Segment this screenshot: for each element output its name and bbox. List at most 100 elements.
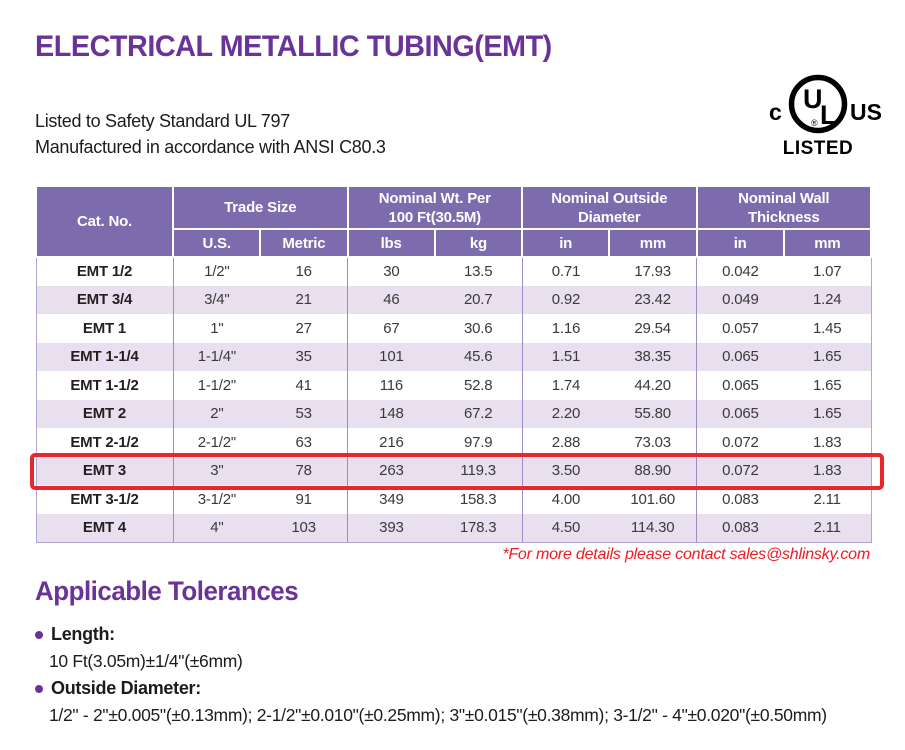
tolerance-length-label: Length: [51,624,115,644]
data-cell: 0.065 [696,399,784,428]
header-nominal-weight: Nominal Wt. Per 100 Ft(30.5M) [346,185,524,230]
tolerance-length-label-row: Length: [35,621,885,648]
svg-text:LISTED: LISTED [783,138,854,159]
table-body: EMT 1/2 1/2" 16 30 13.5 0.71 17.93 0.042 1.07 EMT… [35,257,872,543]
standard-line-ansi: Manufactured in accordance with ANSI C80… [35,137,386,157]
data-cell: 2.11 [783,485,872,514]
table-row: EMT 1/2 1/2" 16 30 13.5 0.71 17.93 0.042 1.07 [35,257,872,286]
data-cell: 20.7 [434,285,523,314]
data-cell: 0.71 [521,257,610,286]
table-header: Cat. No. Trade Size Nominal Wt. Per 100 … [35,185,873,258]
subheader-us: U.S. [171,228,262,258]
table-row: EMT 2 2" 53 148 67.2 2.20 55.80 0.065 1.65 [35,399,872,428]
tolerance-od-value: 1/2" - 2"±0.005"(±0.13mm); 2-1/2"±0.010"… [49,705,827,725]
data-cell: 45.6 [434,342,523,371]
subheader-wall-mm: mm [782,228,873,258]
data-cell: 97.9 [463,433,493,451]
data-cell: 73.03 [634,433,671,451]
subheader-od-mm: mm [608,228,698,258]
data-cell: 1.65 [783,371,872,400]
data-cell: 41 [295,376,312,394]
data-cell: 2.20 [521,399,610,428]
standard-line-ul: Listed to Safety Standard UL 797 [35,111,290,131]
data-cell: 46 [347,285,435,314]
data-cell: 4" [172,513,261,543]
tolerance-length-value: 10 Ft(3.05m)±1/4"(±6mm) [49,651,243,671]
data-cell: 103 [260,513,348,543]
data-cell: 3" [172,456,261,485]
cat-no-cell: EMT 3 [35,456,173,485]
data-cell: 0.065 [696,371,784,400]
data-cell: 38.35 [609,342,697,371]
data-cell: 216 [347,428,435,457]
data-cell: 119.3 [434,456,523,485]
data-cell: 0.057 [696,314,784,343]
data-cell: 0.083 [696,485,784,514]
cat-no-cell: EMT 4 [35,513,173,543]
data-cell: 3.50 [521,456,610,485]
data-cell: 27 [295,319,312,337]
data-cell: 4.50 [521,513,610,543]
subheader-lbs: lbs [346,228,436,258]
data-cell: 101.60 [630,490,675,508]
data-cell: 101 [347,342,435,371]
tolerance-od-label-row: Outside Diameter: [35,675,885,702]
svg-text:US: US [850,99,882,125]
data-cell: 1" [172,314,261,343]
table-row: EMT 2-1/2 2-1/2" 63 216 97.9 2.88 73.03 0.072 1.… [35,428,872,457]
data-cell: 263 [347,456,435,485]
svg-text:c: c [769,99,782,125]
data-cell: 1/2" [172,257,261,286]
tolerance-od-label: Outside Diameter: [51,678,201,698]
data-cell: 67 [347,314,435,343]
data-cell: 2" [172,399,261,428]
data-cell: 30.6 [463,319,493,337]
data-cell: 158.3 [459,490,497,508]
standards-text: Listed to Safety Standard UL 797 Manufac… [35,108,386,160]
bullet-icon [35,630,43,639]
tolerances-list: Length: 10 Ft(3.05m)±1/4"(±6mm) Outside … [35,621,885,729]
data-cell: 53 [260,399,348,428]
data-cell: 16 [295,263,312,281]
svg-text:L: L [820,100,837,130]
cat-no-cell: EMT 1-1/4 [35,342,173,371]
svg-text:U: U [803,84,823,114]
table-row: EMT 3/4 3/4" 21 46 20.7 0.92 23.42 0.049 1.24 [35,285,872,314]
cat-no-cell: EMT 2-1/2 [35,428,173,457]
data-cell: 44.20 [634,376,671,394]
cat-no-cell: EMT 2 [35,399,173,428]
contact-note: *For more details please contact sales@s… [502,546,870,563]
data-cell: 52.8 [463,376,493,394]
data-cell: 17.93 [634,263,671,281]
data-cell: 23.42 [609,285,697,314]
data-cell: 88.90 [609,456,697,485]
table-row: EMT 3 3" 78 263 119.3 3.50 88.90 0.072 1.83 [35,456,872,485]
bullet-icon [35,684,43,693]
data-cell: 1.07 [783,257,872,286]
table-row: EMT 1-1/4 1-1/4" 35 101 45.6 1.51 38.35 0.065 1.… [35,342,872,371]
tolerances-heading: Applicable Tolerances [35,576,299,606]
data-cell: 1-1/2" [172,371,261,400]
data-cell: 55.80 [609,399,697,428]
table-row: EMT 1-1/2 1-1/2" 41 116 52.8 1.74 44.20 0.065 1.… [35,371,872,400]
data-cell: 1.65 [783,399,872,428]
header-cat-no: Cat. No. [35,185,174,258]
table-row: EMT 1 1" 27 67 30.6 1.16 29.54 0.057 1.45 [35,314,872,343]
data-cell: 1.45 [783,314,872,343]
emt-spec-table: Cat. No. Trade Size Nominal Wt. Per 100 … [35,185,873,543]
data-cell: 0.072 [696,428,784,457]
data-cell: 1.83 [783,456,872,485]
subheader-kg: kg [433,228,524,258]
data-cell: 0.92 [521,285,610,314]
table-row: EMT 4 4" 103 393 178.3 4.50 114.30 0.083 2.11 [35,513,872,543]
cat-no-cell: EMT 1/2 [35,257,173,286]
data-cell: 0.042 [696,257,784,286]
data-cell: 1.51 [521,342,610,371]
data-cell: 349 [347,485,435,514]
data-cell: 148 [347,399,435,428]
data-cell: 13.5 [463,263,493,281]
data-cell: 1.65 [783,342,872,371]
data-cell: 2-1/2" [172,428,261,457]
svg-text:®: ® [811,118,818,128]
